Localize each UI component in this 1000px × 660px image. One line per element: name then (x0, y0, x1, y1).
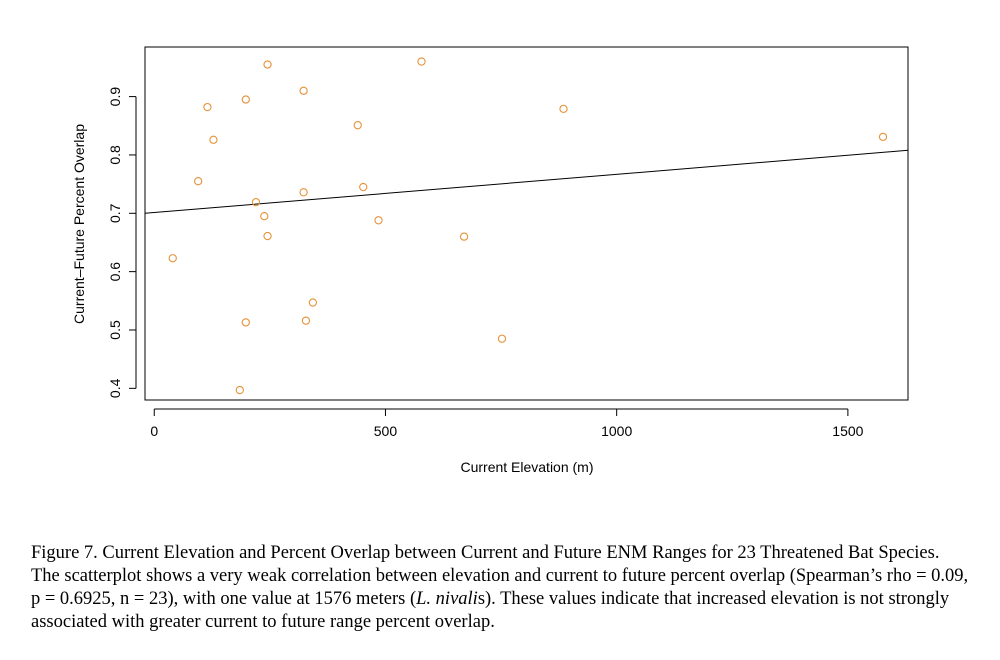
y-axis-label: Current–Future Percent Overlap (71, 124, 87, 324)
x-axis-label: Current Elevation (m) (460, 459, 593, 475)
data-point (301, 316, 311, 325)
x-axis: 0 500 1000 1500 (150, 408, 864, 439)
data-point (251, 198, 261, 207)
data-point (417, 57, 426, 66)
y-tick-label: 0.8 (107, 145, 123, 165)
data-point (497, 334, 507, 343)
figure-caption: Figure 7. Current Elevation and Percent … (31, 542, 971, 634)
caption-text-2: s). These values indicate that increased… (31, 589, 950, 632)
data-point (878, 132, 888, 142)
regression-line (144, 149, 909, 214)
data-point (194, 177, 203, 186)
data-point (353, 121, 362, 130)
data-points (168, 57, 888, 395)
data-point (308, 298, 318, 307)
x-tick-label: 500 (374, 423, 398, 439)
data-point (299, 188, 308, 197)
y-tick-label: 0.5 (107, 320, 123, 340)
data-point (241, 95, 250, 104)
x-tick-label: 1000 (601, 423, 632, 439)
data-point (203, 102, 212, 112)
data-point (168, 254, 177, 263)
data-point (359, 182, 368, 192)
y-tick-label: 0.6 (107, 262, 123, 282)
y-tick-label: 0.9 (107, 87, 123, 107)
data-point (260, 212, 269, 221)
scatter-chart: 0 500 1000 1500 0.4 0.5 0.6 0.7 0.8 0.9 Current … (71, 46, 909, 475)
x-tick-label: 1500 (832, 423, 863, 439)
caption-text-1: Figure 7. Current Elevation and Percent … (31, 543, 969, 609)
data-point (559, 104, 568, 113)
y-tick-label: 0.4 (107, 378, 123, 398)
data-point (209, 135, 218, 144)
x-tick-label: 0 (150, 423, 158, 439)
data-point (374, 216, 383, 225)
plot-frame (144, 46, 909, 401)
y-axis: 0.4 0.5 0.6 0.7 0.8 0.9 (107, 87, 137, 398)
y-tick-label: 0.7 (107, 203, 123, 223)
data-point (263, 231, 272, 241)
data-point (241, 318, 250, 327)
data-point (263, 60, 272, 69)
data-point (299, 86, 308, 95)
caption-species-name: L. nivali (416, 589, 478, 609)
data-point (235, 385, 244, 395)
data-point (459, 232, 469, 241)
